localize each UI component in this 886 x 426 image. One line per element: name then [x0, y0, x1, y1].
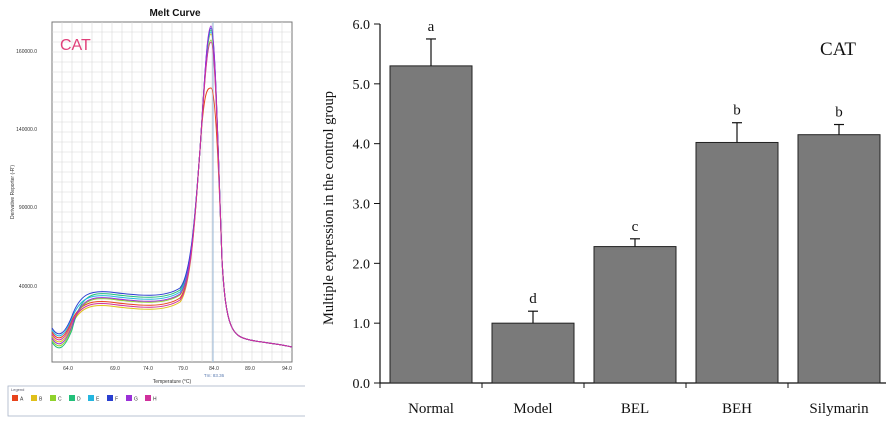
bar-normal	[390, 66, 472, 383]
bar-model	[492, 323, 574, 383]
melt-x-tick: 89.0	[245, 366, 255, 372]
legend-label-d: D	[77, 397, 81, 403]
bar-bel	[594, 247, 676, 383]
melt-x-tick: 94.0	[282, 366, 292, 372]
significance-letter-bel: c	[632, 219, 639, 235]
significance-letter-beh: b	[733, 103, 741, 119]
legend-label-c: C	[58, 397, 62, 403]
bar-y-tick-label: 3.0	[353, 198, 371, 213]
melt-x-axis-label: Temperature (°C)	[153, 379, 192, 385]
bar-y-tick-label: 1.0	[353, 317, 371, 332]
bar-marks: a Normal d Model c BEL b BEH b Silymarin	[390, 19, 880, 417]
legend-swatch-h	[145, 395, 151, 401]
bar-chart-panel: CAT Multiple expression in the control g…	[305, 0, 886, 421]
melt-x-tick: 69.0	[110, 366, 120, 372]
bar-y-tick-label: 4.0	[353, 138, 371, 153]
melt-y-tick: 90000.0	[19, 205, 37, 211]
legend-swatch-c	[50, 395, 56, 401]
legend-swatch-f	[107, 395, 113, 401]
category-label-normal: Normal	[408, 401, 454, 417]
melt-x-tick: 74.0	[143, 366, 153, 372]
bar-beh	[696, 142, 778, 383]
melt-y-axis-label: Derivative Reporter (-R')	[10, 165, 16, 219]
melt-y-tick: 160000.0	[16, 49, 37, 55]
gene-label: CAT	[60, 37, 91, 54]
melt-x-tick: 64.0	[63, 366, 73, 372]
bar-y-tick-label: 6.0	[353, 18, 371, 33]
bar-y-tick-label: 5.0	[353, 78, 371, 93]
legend-swatch-a	[12, 395, 18, 401]
significance-letter-silymarin: b	[835, 105, 843, 121]
melt-legend-title: Legend	[11, 387, 24, 392]
legend-label-g: G	[134, 397, 138, 403]
tm-readout: Tm: 83.36	[204, 373, 225, 378]
melt-x-tick: 84.0	[209, 366, 219, 372]
category-label-model: Model	[513, 401, 552, 417]
category-label-bel: BEL	[621, 401, 649, 417]
bar-chart: CAT Multiple expression in the control g…	[305, 0, 886, 421]
legend-label-f: F	[115, 397, 118, 403]
legend-swatch-b	[31, 395, 37, 401]
significance-letter-normal: a	[428, 19, 435, 35]
melt-y-tick: 140000.0	[16, 127, 37, 133]
legend-label-h: H	[153, 397, 157, 403]
melt-x-tick: 79.0	[178, 366, 188, 372]
legend-swatch-g	[126, 395, 132, 401]
legend-swatch-d	[69, 395, 75, 401]
bar-y-axis-label: Multiple expression in the control group	[321, 91, 337, 325]
category-label-beh: BEH	[722, 401, 752, 417]
melt-y-tick: 40000.0	[19, 284, 37, 290]
category-label-silymarin: Silymarin	[809, 401, 869, 417]
bar-y-tick-label: 2.0	[353, 257, 371, 272]
bar-chart-title: CAT	[820, 39, 856, 60]
significance-letter-model: d	[529, 291, 537, 307]
bar-y-tick-label: 0.0	[353, 377, 371, 392]
melt-curve-title: Melt Curve	[149, 8, 201, 19]
melt-curve-panel: Melt Curve CAT Derivative Reporter (-R')…	[0, 0, 305, 421]
legend-swatch-e	[88, 395, 94, 401]
bar-silymarin	[798, 135, 880, 383]
melt-curve-chart: Melt Curve CAT Derivative Reporter (-R')…	[0, 0, 305, 421]
